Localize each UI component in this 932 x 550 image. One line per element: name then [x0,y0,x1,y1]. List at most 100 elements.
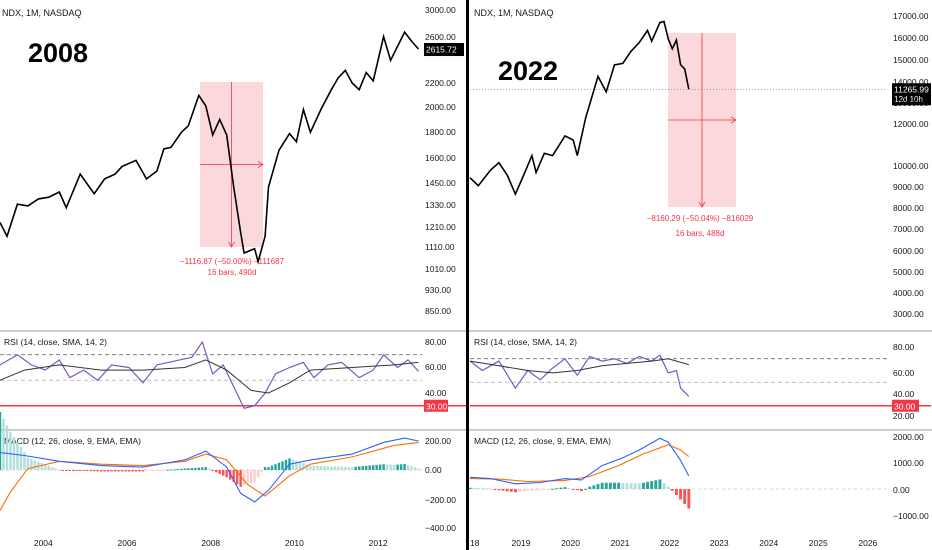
macd-histogram-bar [641,482,645,489]
macd-histogram-bar [281,461,284,470]
macd-histogram-bar [120,470,124,472]
macd-histogram-bar [208,468,211,470]
macd-histogram-bar [358,466,361,470]
macd-histogram-bar [138,470,141,472]
price-axis-tick: 1010.00 [425,264,456,274]
macd-histogram-bar [274,464,277,470]
macd-histogram-bar [235,470,239,485]
rsi-line [469,354,690,397]
macd-histogram-bar [155,470,159,471]
macd-histogram-bar [613,482,616,489]
price-axis-tick: 850.00 [425,306,451,316]
macd-histogram-bar [608,482,612,489]
year-annotation: 2022 [498,56,558,86]
macd-histogram-bar [542,489,546,490]
macd-histogram-bar [389,464,392,470]
macd-histogram-bar [75,470,78,471]
rsi-ma-line [469,358,689,374]
price-axis-tick: 13000.00 [893,98,929,108]
macd-histogram-bar [124,470,127,472]
macd-histogram-bar [85,470,89,471]
x-axis-tick: 18 [470,538,480,548]
macd-axis-tick: 1000.00 [893,458,924,468]
macd-axis-tick: 0.00 [893,485,910,495]
macd-histogram-bar [113,470,117,472]
macd-histogram-bar [351,467,354,470]
macd-histogram-bar [617,482,621,489]
macd-histogram-bar [44,464,47,470]
macd-histogram-bar [197,467,201,470]
x-axis-tick: 2019 [512,538,531,548]
macd-histogram-bar [683,489,687,504]
macd-histogram-bar [263,467,267,470]
macd-histogram-bar [480,488,484,490]
macd-histogram-bar [190,468,194,470]
macd-histogram-bar [256,470,260,478]
macd-histogram-bar [501,489,505,491]
macd-histogram-bar [0,412,2,470]
macd-histogram-bar [547,489,550,490]
macd-histogram-bar [12,437,16,470]
macd-histogram-bar [575,489,579,491]
macd-histogram-bar [330,466,333,470]
macd-histogram-bar [103,470,106,472]
rsi-30-value: 30.00 [894,401,916,411]
macd-histogram-bar [309,465,312,470]
price-axis-tick: 10000.00 [893,161,929,171]
macd-histogram-bar [291,459,295,470]
rsi-30-value: 30.00 [426,401,448,411]
macd-histogram-bar [551,488,555,490]
price-axis-tick: 1450.00 [425,178,456,188]
macd-histogram-bar [82,470,85,471]
macd-histogram-bar [600,482,604,489]
macd-histogram-bar [148,470,152,471]
macd-histogram-bar [65,470,68,471]
macd-label: MACD (12, 26, close, 9, EMA, EMA) [4,436,141,446]
price-axis-tick: 12000.00 [893,119,929,129]
macd-histogram-bar [413,467,417,470]
macd-histogram-bar [396,464,399,470]
macd-histogram-bar [489,488,493,490]
macd-axis-tick: −1000.00 [893,511,929,521]
macd-histogram-bar [637,483,641,489]
macd-histogram-bar [2,418,5,470]
rsi-axis-tick: 20.00 [893,411,915,421]
macd-histogram-bar [625,483,629,489]
macd-histogram-bar [19,447,23,470]
x-axis-tick: 2008 [201,538,220,548]
macd-histogram-bar [267,467,270,470]
macd-histogram-bar [337,466,340,470]
x-axis-tick: 2012 [369,538,388,548]
last-price-value: 2615.72 [426,45,457,55]
macd-histogram-bar [344,466,347,470]
macd-histogram-bar [361,466,364,470]
macd-histogram-bar [99,470,103,472]
macd-histogram-bar [555,488,559,490]
macd-histogram-bar [375,464,378,470]
macd-histogram-bar [54,468,58,470]
macd-histogram-bar [228,470,232,480]
macd-histogram-bar [354,466,357,470]
price-axis-tick: 1600.00 [425,153,456,163]
macd-histogram-bar [666,486,670,489]
macd-histogram-bar [96,470,99,472]
macd-histogram-bar [26,457,30,470]
macd-histogram-bar [127,470,131,472]
price-axis-tick: 15000.00 [893,55,929,65]
macd-histogram-bar [249,470,253,483]
macd-histogram-bar [596,484,600,489]
macd-histogram-bar [658,479,662,489]
macd-histogram-bar [382,464,385,470]
macd-histogram-bar [312,465,316,470]
macd-histogram-bar [378,464,382,470]
macd-histogram-bar [588,486,592,489]
measure-label: −1116.87 (−50.00%) −111687 [180,257,285,266]
macd-histogram-bar [604,482,608,489]
macd-histogram-bar [201,467,204,470]
price-axis-tick: 17000.00 [893,11,929,21]
price-axis-tick: 3000.00 [893,309,924,319]
macd-histogram-bar [319,466,323,470]
rsi-label: RSI (14, close, SMA, 14, 2) [474,337,577,347]
macd-histogram-bar [51,467,54,470]
macd-histogram-bar [629,483,633,489]
